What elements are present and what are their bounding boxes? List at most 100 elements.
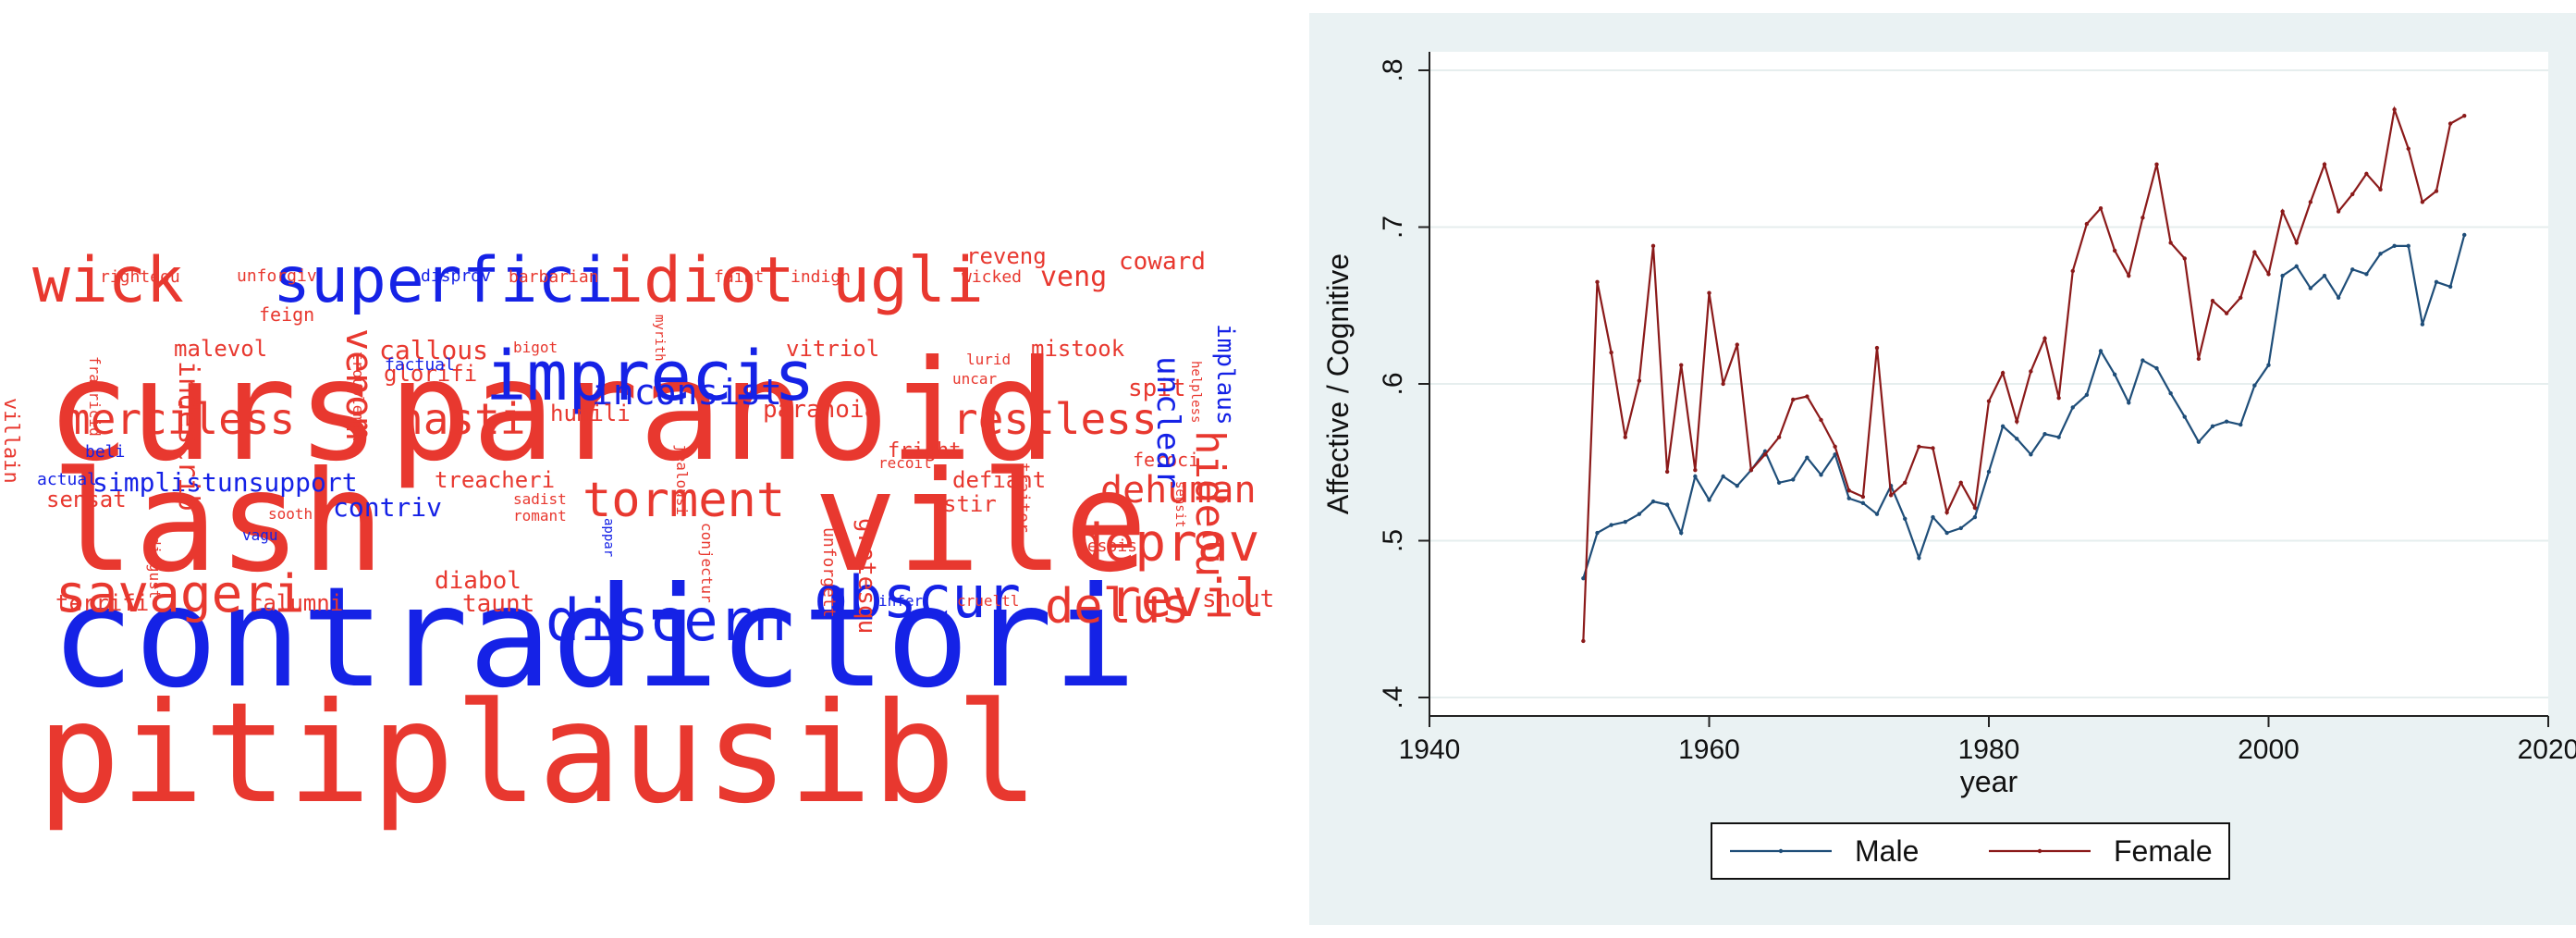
- data-point: [2308, 286, 2313, 290]
- cloud-word: malevol: [174, 336, 268, 362]
- data-point: [2056, 396, 2061, 401]
- cloud-word-vertical: indescrib: [172, 361, 204, 512]
- cloud-word: humili: [550, 401, 631, 426]
- data-point: [2308, 200, 2313, 204]
- cloud-word-vertical: traitor: [1013, 463, 1033, 533]
- data-point: [1623, 519, 1627, 525]
- cloud-word-vertical: helpless: [1188, 361, 1203, 424]
- cloud-word: idiot: [606, 244, 795, 317]
- data-point: [1664, 502, 1670, 507]
- data-point: [1650, 243, 1656, 249]
- cloud-word-vertical: implaus: [1211, 324, 1239, 426]
- data-point: [2336, 209, 2341, 214]
- data-point: [1664, 469, 1670, 475]
- data-point: [2098, 205, 2104, 211]
- cloud-word-vertical: fratricid: [86, 356, 104, 437]
- data-point: [1791, 477, 1796, 482]
- cloud-word: defiant: [952, 467, 1047, 493]
- data-point: [2252, 250, 2257, 254]
- cloud-word: paranoia: [763, 396, 879, 424]
- data-point: [1776, 435, 1782, 439]
- cloud-word: diabol: [435, 567, 521, 595]
- cloud-word: infer: [878, 592, 924, 610]
- legend-swatch-marker: [1778, 848, 1784, 854]
- data-point: [1805, 394, 1809, 399]
- data-point: [1972, 514, 1978, 520]
- cloud-word: dehuman: [1100, 469, 1257, 512]
- data-point: [2462, 113, 2467, 118]
- cloud-word: curs: [46, 331, 381, 492]
- data-point: [2322, 162, 2327, 167]
- data-point: [1903, 516, 1907, 521]
- data-point: [1986, 399, 1992, 403]
- data-point: [2112, 248, 2117, 253]
- x-tick-label: 2020: [2518, 734, 2576, 765]
- data-point: [2434, 189, 2439, 193]
- data-point: [2084, 392, 2090, 398]
- data-point: [2350, 267, 2355, 272]
- y-tick-label: .8: [1378, 58, 1408, 81]
- data-point: [1846, 488, 1851, 493]
- cloud-word: deprav: [1073, 513, 1260, 574]
- data-point: [1805, 455, 1809, 460]
- cloud-word: merciless: [65, 394, 296, 444]
- data-point: [1735, 483, 1739, 488]
- data-point: [2224, 419, 2229, 424]
- cloud-word: indign: [791, 267, 852, 287]
- data-point: [1917, 555, 1921, 561]
- data-point: [1721, 474, 1725, 479]
- cloud-word: vile: [814, 442, 1148, 603]
- data-point: [1735, 342, 1739, 347]
- data-point: [1860, 494, 1866, 500]
- cloud-word: beli: [85, 442, 126, 462]
- data-point: [2392, 243, 2397, 249]
- data-point: [2042, 432, 2047, 437]
- cloud-word: righteou: [100, 267, 180, 287]
- data-point: [1819, 473, 1823, 477]
- data-point: [1874, 345, 1880, 351]
- data-point: [1595, 530, 1600, 536]
- data-point: [1637, 512, 1642, 516]
- data-point: [1931, 446, 1935, 450]
- cloud-word: feign: [259, 303, 315, 326]
- data-point: [2364, 272, 2369, 277]
- data-point: [1679, 363, 1684, 367]
- cloud-word: discern: [546, 586, 788, 654]
- cloud-word: vagu: [242, 526, 278, 544]
- cloud-word: crueltl: [957, 592, 1020, 610]
- data-point: [2420, 200, 2425, 204]
- data-point: [1623, 435, 1627, 439]
- data-point: [2224, 311, 2229, 315]
- data-point: [1707, 290, 1711, 295]
- data-point: [2364, 171, 2369, 177]
- cloud-word: torment: [583, 473, 786, 528]
- cloud-word-vertical: unforgett: [819, 527, 839, 618]
- data-point: [2434, 279, 2439, 285]
- data-point: [2266, 272, 2271, 277]
- data-point: [2154, 162, 2159, 167]
- data-point: [1595, 279, 1600, 285]
- data-point: [2239, 422, 2243, 427]
- cloud-word: unforgiv: [237, 266, 317, 286]
- cloud-word: inconsist: [592, 372, 782, 413]
- data-point: [2210, 424, 2215, 428]
- data-point: [2168, 390, 2173, 396]
- cloud-word: superfici: [273, 244, 614, 317]
- line-chart-panel: .4 .5 .6 .7 .8 1940 1960 1980 2000 2020 year Affe…: [1309, 13, 2576, 925]
- data-point: [2029, 452, 2033, 457]
- data-point: [1819, 417, 1823, 423]
- data-point: [1650, 499, 1656, 504]
- data-point: [2127, 273, 2131, 278]
- cloud-word: glorifi: [384, 361, 478, 387]
- data-point: [1791, 397, 1796, 402]
- y-tick-label: .5: [1378, 529, 1408, 552]
- cloud-word-vertical: conjectur: [698, 523, 716, 603]
- y-tick-label: .6: [1378, 372, 1408, 395]
- data-point: [1874, 512, 1880, 516]
- cloud-word: calumni: [250, 590, 344, 616]
- y-tick-label: .7: [1378, 216, 1408, 239]
- legend-label-male: Male: [1855, 834, 1919, 868]
- cloud-word: recoil: [878, 454, 932, 472]
- data-point: [2042, 336, 2047, 341]
- cloud-word: delus: [1045, 579, 1190, 635]
